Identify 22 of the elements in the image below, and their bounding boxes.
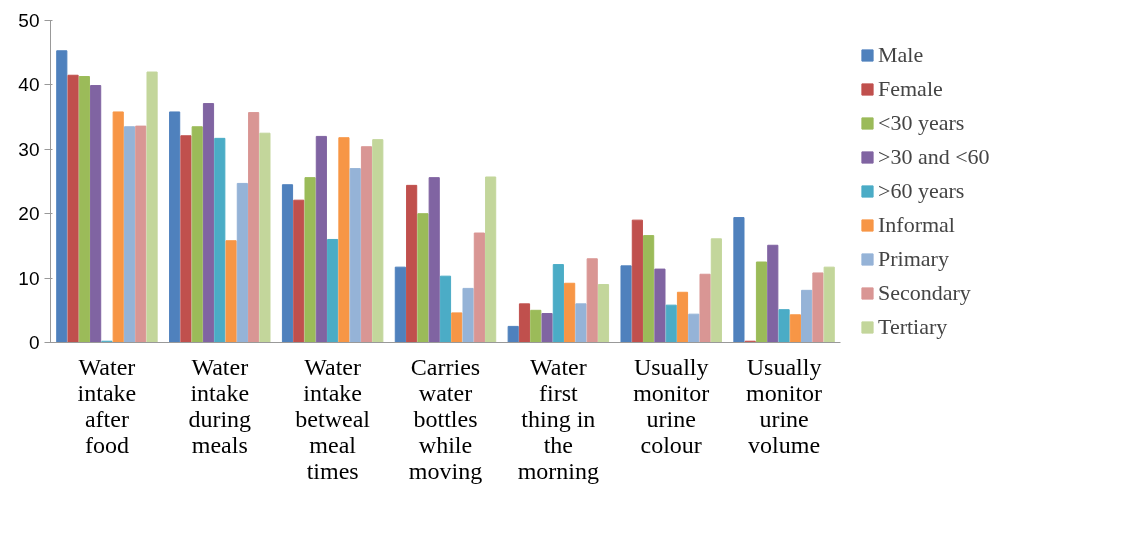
legend-label: Informal xyxy=(878,212,955,238)
y-tick-label: 30 xyxy=(18,138,40,160)
x-tick-label: Water first thing in the morning xyxy=(517,353,600,484)
legend-label: >30 and <60 xyxy=(878,144,990,170)
legend-label: <30 years xyxy=(878,110,965,136)
legend-label: Secondary xyxy=(878,280,971,306)
y-tick-label: 50 xyxy=(18,10,40,31)
x-tick-label: Usually monitor urine colour xyxy=(633,353,710,458)
legend-label: Female xyxy=(878,76,943,102)
y-tick-label: 40 xyxy=(18,74,40,96)
x-tick-label: Water intake betweal meal times xyxy=(295,353,371,484)
y-tick-label: 0 xyxy=(28,332,40,353)
y-tick-label: 10 xyxy=(18,267,40,289)
legend-label: >60 years xyxy=(878,178,965,204)
x-tick-label: Water intake after food xyxy=(77,353,137,458)
y-tick-label: 20 xyxy=(18,203,40,225)
x-tick-label: Usually monitor urine volume xyxy=(746,353,823,458)
legend-label: Primary xyxy=(878,246,949,272)
legend-label: Male xyxy=(878,42,924,68)
legend-label: Tertiary xyxy=(878,314,948,340)
x-tick-label: Carries water bottles while moving xyxy=(408,353,483,484)
x-tick-label: Water intake during meals xyxy=(188,353,252,458)
